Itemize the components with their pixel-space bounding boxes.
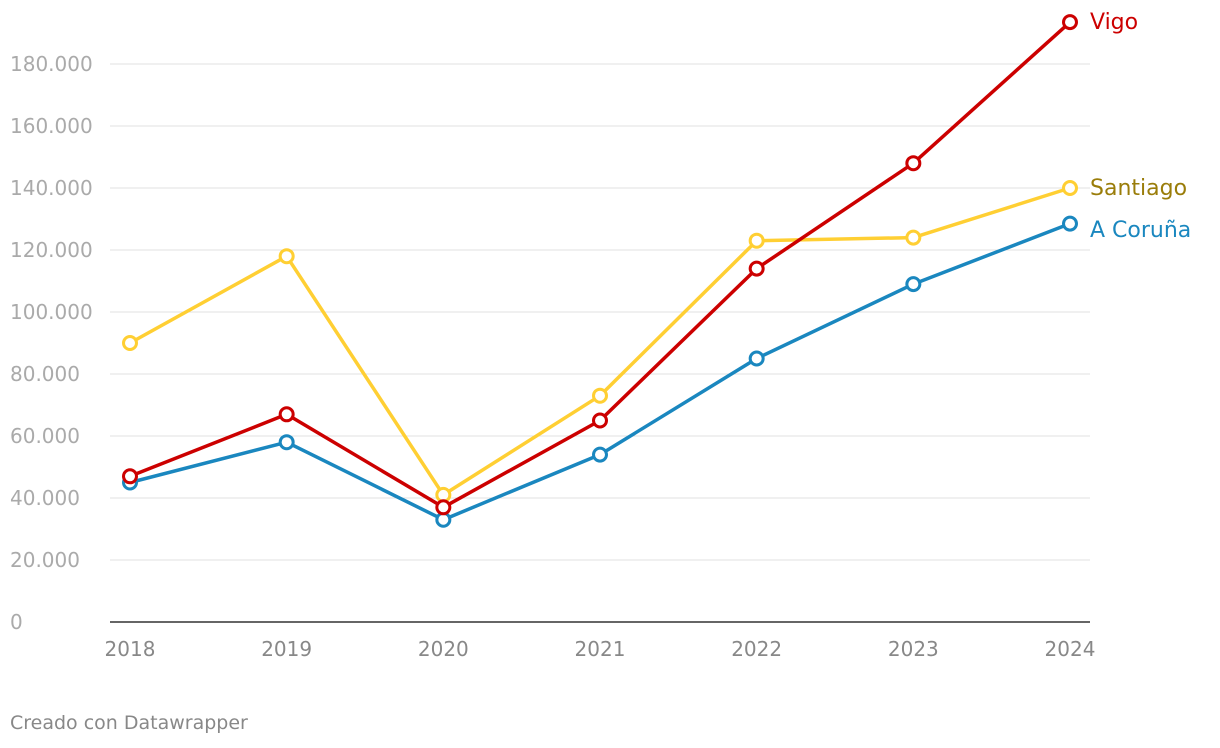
data-point <box>278 248 295 265</box>
x-tick-label: 2018 <box>105 637 156 661</box>
data-point <box>748 350 765 367</box>
x-tick-label: 2021 <box>575 637 626 661</box>
y-tick-label: 0 <box>10 610 23 634</box>
y-tick-label: 60.000 <box>10 424 80 448</box>
x-tick-label: 2019 <box>261 637 312 661</box>
credit-text: Creado con Datawrapper <box>10 712 248 734</box>
series-label: A Coruña <box>1090 218 1191 243</box>
data-point <box>1062 215 1078 232</box>
data-point <box>592 412 608 429</box>
data-point <box>122 335 138 351</box>
data-point <box>748 260 765 277</box>
data-point <box>122 468 138 485</box>
series-lines <box>128 20 1072 522</box>
y-tick-label: 40.000 <box>10 486 80 510</box>
data-point <box>1062 14 1078 31</box>
data-point <box>905 229 922 246</box>
y-tick-label: 100.000 <box>10 300 93 324</box>
data-point <box>435 499 452 516</box>
y-tick-label: 20.000 <box>10 548 80 572</box>
axes: 0 20.000 40.000 60.000 80.000 100.000 120.000 1… <box>10 52 1095 661</box>
y-tick-label: 160.000 <box>10 114 93 138</box>
y-tick-label: 80.000 <box>10 362 80 386</box>
series-line <box>128 221 1072 522</box>
series-label: Vigo <box>1090 10 1138 35</box>
y-tick-label: 180.000 <box>10 52 93 76</box>
data-point <box>748 232 765 249</box>
y-tick-label: 120.000 <box>10 238 93 262</box>
series-labels: Santiago A Coruña Vigo <box>1090 10 1191 243</box>
series-points <box>122 14 1078 528</box>
x-tick-label: 2024 <box>1045 637 1096 661</box>
data-point <box>278 406 295 423</box>
data-point <box>905 276 922 293</box>
data-point <box>592 446 608 463</box>
data-point <box>1062 180 1078 196</box>
data-point <box>905 155 922 172</box>
x-tick-label: 2023 <box>888 637 939 661</box>
data-point <box>278 434 295 451</box>
series-label: Santiago <box>1090 176 1187 201</box>
x-tick-label: 2022 <box>731 637 782 661</box>
grid-lines <box>110 63 1090 561</box>
x-tick-label: 2020 <box>418 637 469 661</box>
y-tick-label: 140.000 <box>10 176 93 200</box>
data-point <box>592 387 608 404</box>
